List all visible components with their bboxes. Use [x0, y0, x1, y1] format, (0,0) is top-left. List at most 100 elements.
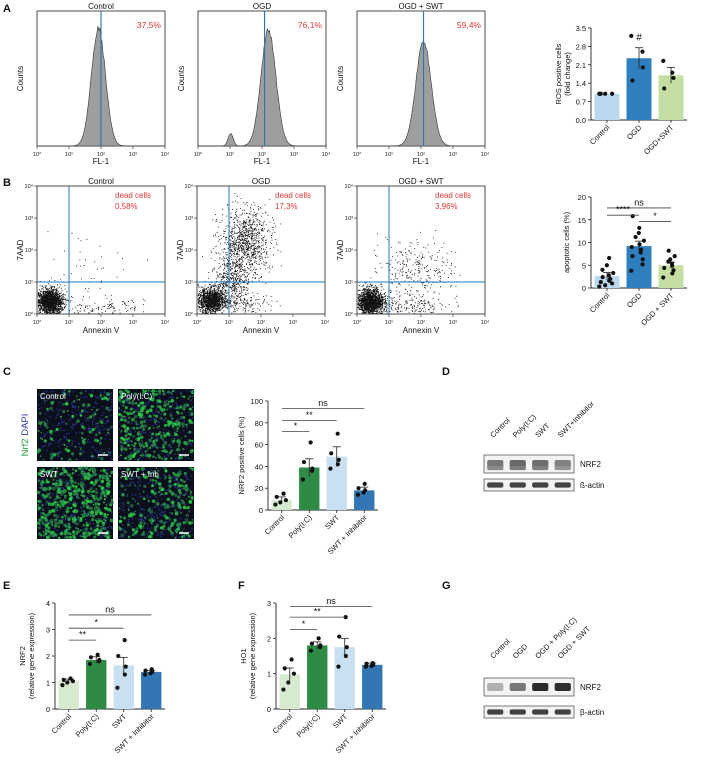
dapi-nucleus	[160, 514, 162, 517]
dapi-nucleus	[101, 452, 104, 454]
nrf2-signal	[184, 455, 187, 458]
nrf2-signal	[53, 533, 57, 537]
dapi-nucleus	[156, 436, 158, 439]
dapi-nucleus	[130, 406, 133, 409]
nrf2-signal	[44, 532, 48, 536]
dapi-nucleus	[71, 401, 74, 404]
nrf2-signal	[141, 453, 145, 457]
nrf2-signal	[178, 440, 182, 444]
nrf2-signal	[67, 439, 71, 442]
dapi-nucleus	[57, 422, 60, 424]
dapi-nucleus	[127, 395, 129, 398]
dapi-nucleus	[118, 498, 121, 500]
nrf2-signal	[48, 504, 50, 506]
nrf2-signal	[141, 532, 145, 536]
nrf2-signal	[98, 431, 101, 435]
nrf2-signal	[137, 404, 141, 408]
dapi-nucleus	[160, 512, 163, 514]
dapi-nucleus	[180, 501, 183, 504]
nrf2-signal	[91, 494, 95, 498]
dapi-nucleus	[187, 457, 190, 460]
histogram-tick-label: 10⁴	[161, 151, 170, 158]
blot-lane-label: SWT	[533, 421, 551, 439]
nrf2-signal	[96, 517, 99, 520]
dapi-nucleus	[80, 510, 82, 512]
dapi-nucleus	[45, 522, 48, 524]
dapi-nucleus	[170, 411, 172, 414]
nrf2-signal	[96, 509, 100, 513]
nrf2-signal	[64, 517, 67, 519]
nrf2-signal	[72, 520, 75, 523]
dapi-nucleus	[186, 389, 188, 391]
nrf2-signal	[173, 422, 177, 426]
nrf2-signal	[176, 406, 180, 410]
blot-band	[532, 709, 549, 715]
dapi-nucleus	[50, 474, 52, 476]
nrf2-signal	[140, 408, 144, 413]
nrf2-signal	[105, 509, 107, 511]
dapi-nucleus	[167, 489, 169, 491]
data-point	[335, 431, 340, 436]
nrf2-signal	[89, 393, 94, 398]
dapi-nucleus	[83, 451, 85, 454]
nrf2-signal	[48, 510, 53, 514]
nrf2-signal	[164, 491, 168, 495]
blot-band	[487, 683, 504, 691]
nrf2-signal	[59, 506, 62, 510]
dapi-nucleus	[62, 389, 64, 392]
dapi-nucleus	[174, 477, 176, 479]
dapi-nucleus	[65, 479, 68, 482]
nrf2-signal	[65, 535, 69, 539]
nrf2-signal	[76, 398, 78, 401]
dapi-nucleus	[161, 433, 164, 436]
dapi-nucleus	[110, 395, 113, 398]
y-tick-label: 10⁴	[25, 183, 34, 190]
data-point	[281, 491, 286, 496]
y-tick-label: 10⁴	[345, 183, 354, 190]
nrf2-signal	[80, 472, 83, 475]
histogram-tick-label: 10⁴	[481, 151, 490, 158]
dapi-nucleus	[158, 421, 160, 424]
blot-band	[509, 683, 526, 691]
dapi-nucleus	[92, 406, 95, 409]
nrf2-signal	[177, 472, 179, 474]
nrf2-signal	[148, 426, 151, 430]
dapi-nucleus	[61, 443, 64, 446]
nrf2-signal	[189, 466, 193, 470]
dapi-nucleus	[163, 459, 165, 461]
dapi-nucleus	[89, 441, 91, 444]
nrf2-signal	[91, 413, 95, 417]
dapi-nucleus	[160, 506, 163, 508]
nrf2-signal	[106, 392, 110, 396]
dapi-nucleus	[68, 394, 71, 397]
nrf2-signal	[168, 488, 170, 490]
dapi-nucleus	[172, 534, 174, 537]
nrf2-signal	[162, 392, 166, 396]
nrf2-signal	[45, 493, 49, 497]
dapi-nucleus	[126, 493, 129, 496]
nrf2-signal	[50, 502, 54, 506]
panel-letter: C	[3, 366, 11, 378]
dapi-nucleus	[144, 453, 147, 455]
nrf2-signal	[152, 426, 155, 429]
nrf2-signal	[100, 456, 104, 461]
dapi-nucleus	[97, 430, 99, 433]
histogram-tick-label: 10⁰	[33, 151, 42, 158]
nrf2-signal	[52, 509, 56, 513]
dapi-nucleus	[77, 408, 79, 411]
nrf2-signal	[173, 440, 176, 443]
nrf2-signal	[149, 446, 152, 449]
nrf2-signal	[90, 531, 95, 535]
dapi-nucleus	[128, 505, 130, 508]
nrf2-signal	[130, 478, 133, 480]
dapi-nucleus	[107, 502, 110, 504]
nrf2-signal	[174, 508, 177, 512]
dapi-nucleus	[45, 499, 47, 502]
nrf2-signal	[185, 423, 188, 426]
nrf2-signal	[175, 407, 178, 410]
dapi-nucleus	[171, 435, 174, 438]
dapi-nucleus	[150, 419, 153, 421]
dapi-nucleus	[138, 478, 141, 481]
